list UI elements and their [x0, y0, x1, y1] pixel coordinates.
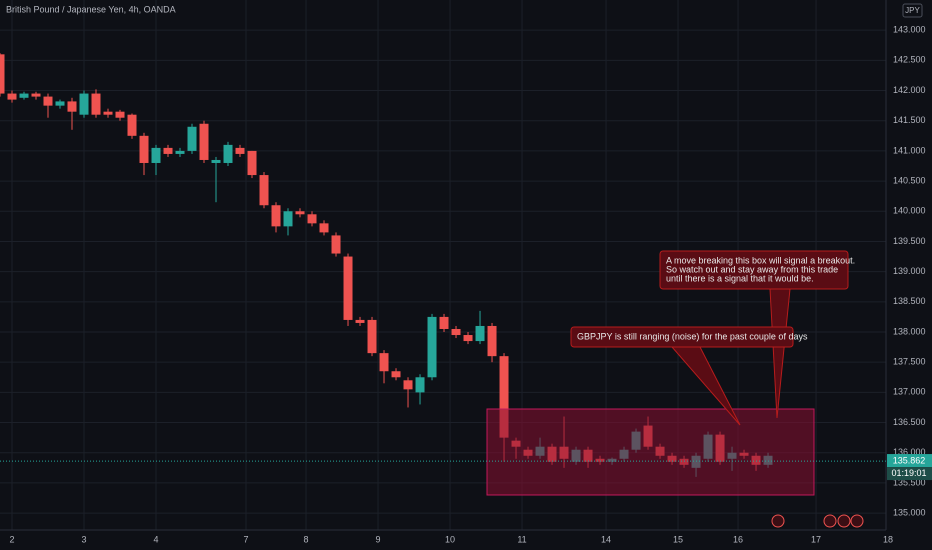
candle-body: [439, 316, 449, 329]
callout-text: So watch out and stay away from this tra…: [666, 264, 838, 274]
candle-body: [79, 93, 89, 115]
y-tick-label: 137.500: [893, 357, 926, 367]
y-tick-label: 138.000: [893, 326, 926, 336]
y-tick-label: 140.500: [893, 175, 926, 185]
candle-body: [415, 377, 425, 393]
event-icon[interactable]: [850, 514, 864, 528]
x-tick-label: 18: [883, 534, 893, 544]
candle-body: [19, 93, 29, 98]
currency-button[interactable]: [902, 3, 923, 18]
candle-body: [175, 150, 185, 154]
candle-body: [259, 175, 269, 206]
last-price-label: 135.862: [893, 455, 926, 465]
candle-body: [379, 353, 389, 372]
callout-box: [659, 250, 849, 290]
candle-body: [115, 111, 125, 118]
x-tick-label: 4: [153, 534, 158, 544]
countdown-label: 01:19:01: [891, 468, 926, 478]
event-icon[interactable]: [823, 514, 837, 528]
candle-body: [199, 123, 209, 160]
y-tick-label: 135.500: [893, 477, 926, 487]
candle-body: [247, 150, 257, 176]
candle-body: [355, 319, 365, 323]
candle-body: [127, 114, 137, 136]
candle-body: [283, 211, 293, 227]
currency-label[interactable]: JPY: [905, 6, 920, 15]
candle-body: [403, 380, 413, 390]
x-tick-label: 9: [376, 534, 381, 544]
x-tick-label: 16: [733, 534, 743, 544]
candle-body: [91, 93, 101, 115]
y-tick-label: 143.000: [893, 25, 926, 35]
range-box: [486, 408, 815, 496]
candle-body: [139, 135, 149, 163]
event-icon[interactable]: [837, 514, 851, 528]
candle-body: [367, 319, 377, 354]
y-tick-label: 142.000: [893, 85, 926, 95]
y-tick-label: 136.000: [893, 447, 926, 457]
y-tick-label: 139.500: [893, 236, 926, 246]
y-tick-label: 141.500: [893, 115, 926, 125]
candle-body: [163, 147, 173, 154]
candle-body: [7, 93, 17, 100]
x-tick-label: 2: [9, 534, 14, 544]
y-tick-label: 138.500: [893, 296, 926, 306]
candle-body: [0, 54, 5, 94]
candle-body: [55, 101, 65, 106]
x-tick-label: 17: [811, 534, 821, 544]
x-tick-label: 8: [304, 534, 309, 544]
candle-body: [487, 325, 497, 357]
candle-body: [223, 144, 233, 163]
event-icons: [771, 514, 864, 528]
candle-body: [319, 223, 329, 233]
callout-box: [570, 326, 794, 348]
callout-text: A move breaking this box will signal a b…: [666, 255, 855, 265]
y-tick-label: 139.000: [893, 266, 926, 276]
candle-body: [31, 93, 41, 97]
candle-body: [43, 96, 53, 106]
candle-body: [307, 214, 317, 224]
candle-body: [343, 256, 353, 320]
candle-body: [391, 371, 401, 378]
y-tick-label: 136.500: [893, 417, 926, 427]
candle-body: [463, 335, 473, 342]
x-tick-label: 7: [244, 534, 249, 544]
ticks: 143.000 142.500 142.000 141.500 141.000 140.5…: [0, 25, 932, 544]
countdown-tag: [887, 467, 932, 481]
x-tick-label: 11: [517, 534, 526, 544]
y-tick-label: 142.500: [893, 55, 926, 65]
candle-body: [271, 205, 281, 227]
callout-text: until there is a signal that it would be…: [666, 273, 814, 283]
symbol-title: British Pound / Japanese Yen, 4h, OANDA: [6, 4, 176, 14]
callout-text: GBPJPY is still ranging (noise) for the …: [577, 331, 808, 341]
last-price-tag: [887, 454, 932, 468]
candle-body: [499, 356, 509, 438]
candle-body: [67, 101, 77, 112]
y-tick-label: 135.000: [893, 507, 926, 517]
y-tick-label: 137.000: [893, 387, 926, 397]
candle-body: [211, 159, 221, 163]
candle-body: [103, 111, 113, 115]
y-tick-label: 140.000: [893, 206, 926, 216]
x-tick-label: 14: [601, 534, 611, 544]
candle-body: [451, 328, 461, 336]
x-tick-label: 10: [445, 534, 455, 544]
candle-body: [235, 147, 245, 154]
candle-body: [187, 126, 197, 151]
event-icon[interactable]: [771, 514, 785, 528]
y-tick-label: 141.000: [893, 145, 926, 155]
candle-body: [331, 235, 341, 254]
candle-body: [475, 325, 485, 342]
candle-body: [295, 211, 305, 215]
candle-body: [427, 316, 437, 378]
candle-body: [151, 147, 161, 163]
x-tick-label: 3: [81, 534, 86, 544]
x-tick-label: 15: [673, 534, 683, 544]
